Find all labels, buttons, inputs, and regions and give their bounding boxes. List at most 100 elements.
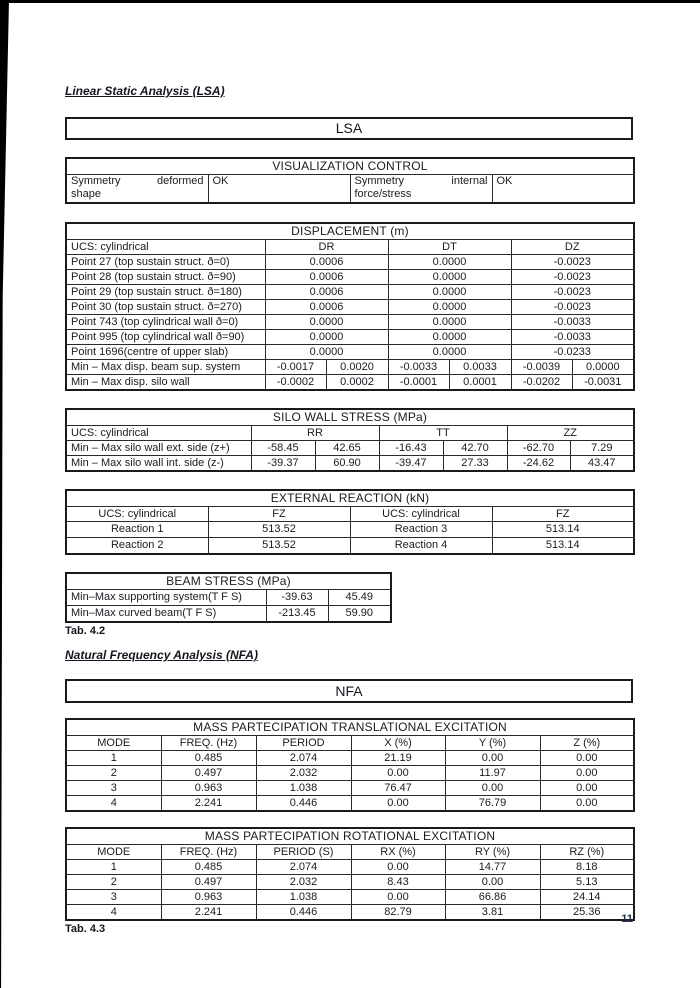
column-header: PERIOD (S) <box>255 844 352 860</box>
value-cell: 0.0000 <box>387 284 512 300</box>
value-cell: 0.0000 <box>571 359 635 375</box>
value-cell: 0.0000 <box>387 299 512 315</box>
value-cell: 2.032 <box>255 874 352 890</box>
value-cell: 0.00 <box>350 795 446 812</box>
value-cell: 513.14 <box>491 537 635 555</box>
value-cell: 0.00 <box>350 859 446 875</box>
table-row: 3 0.963 1.038 76.47 0.00 0.00 <box>65 780 635 796</box>
value-cell: -0.0023 <box>510 284 635 300</box>
value-cell: -58.45 <box>250 440 316 456</box>
value-cell: 0.00 <box>539 780 635 796</box>
value-cell: -16.43 <box>378 440 444 456</box>
vis-label-line2: shape <box>71 188 101 200</box>
mass-participation-translational-table: MASS PARTECIPATION TRANSLATIONAL EXCITAT… <box>65 718 636 812</box>
value-cell: 0.0000 <box>264 344 389 360</box>
value-cell: 0.0006 <box>264 269 389 285</box>
value-cell: 25.36 <box>539 904 635 921</box>
vis-label-line1: Symmetry deformed <box>71 175 204 188</box>
value-cell: 0.0006 <box>264 254 389 270</box>
table-row: Min – Max disp. beam sup. system -0.0017… <box>65 359 635 375</box>
table-row: Point 1696(centre of upper slab) 0.0000 … <box>65 344 635 360</box>
value-cell: 0.0000 <box>264 329 389 345</box>
value-cell: 66.86 <box>444 889 541 905</box>
row-label: Min – Max disp. beam sup. system <box>65 359 266 375</box>
value-cell: 14.77 <box>444 859 541 875</box>
lsa-banner: LSA <box>65 117 633 140</box>
value-cell: 8.18 <box>539 859 635 875</box>
value-cell: 0.00 <box>444 874 541 890</box>
value-cell: 0.963 <box>160 780 257 796</box>
row-label: Min – Max silo wall ext. side (z+) <box>65 440 252 456</box>
value-cell: 59.90 <box>327 605 392 623</box>
value-cell: 513.52 <box>207 521 351 538</box>
table-row: Reaction 1 513.52 Reaction 3 513.14 <box>65 521 635 538</box>
column-header: DT <box>387 239 512 255</box>
table-title: MASS PARTECIPATION TRANSLATIONAL EXCITAT… <box>65 718 635 736</box>
column-header: RR <box>250 425 380 441</box>
page-content: Linear Static Analysis (LSA) LSA VISUALI… <box>65 0 636 935</box>
value-cell: -0.0023 <box>510 269 635 285</box>
value-cell: 0.00 <box>539 795 635 812</box>
value-cell: 3 <box>65 889 162 905</box>
value-cell: -39.63 <box>265 589 329 606</box>
row-label: Min – Max silo wall int. side (z-) <box>65 455 252 472</box>
nfa-banner: NFA <box>65 679 633 703</box>
column-header: X (%) <box>350 735 446 751</box>
value-cell: 1 <box>65 859 162 875</box>
row-label: Point 743 (top cylindrical wall ð=0) <box>65 314 266 330</box>
value-cell: 0.0002 <box>325 374 389 391</box>
column-header: UCS: cylindrical <box>65 425 252 441</box>
vis-word: internal <box>451 175 488 187</box>
page-number: 11 <box>621 913 633 925</box>
value-cell: 0.00 <box>444 750 541 766</box>
row-label: Reaction 4 <box>349 537 493 555</box>
value-cell: 2.241 <box>160 795 257 812</box>
value-cell: 5.13 <box>539 874 635 890</box>
column-header: Y (%) <box>444 735 541 751</box>
value-cell: -0.0033 <box>510 314 635 330</box>
value-cell: 0.446 <box>255 904 352 921</box>
column-header: MODE <box>65 844 162 860</box>
value-cell: 0.0006 <box>264 284 389 300</box>
table-row: Min – Max disp. silo wall -0.0002 0.0002… <box>65 374 635 391</box>
table-row: Point 27 (top sustain struct. ð=0) 0.000… <box>65 254 635 270</box>
row-label: Point 29 (top sustain struct. ð=180) <box>65 284 266 300</box>
table-title: VISUALIZATION CONTROL <box>65 157 635 175</box>
value-cell: 0.497 <box>160 765 257 781</box>
row-label: Point 30 (top sustain struct. ð=270) <box>65 299 266 315</box>
value-cell: 0.0000 <box>387 329 512 345</box>
table-caption-4-2: Tab. 4.2 <box>65 625 106 637</box>
value-cell: 24.14 <box>539 889 635 905</box>
value-cell: -213.45 <box>265 605 329 623</box>
column-header: UCS: cylindrical <box>349 506 493 522</box>
value-cell: -39.37 <box>250 455 316 472</box>
value-cell: 76.79 <box>444 795 541 812</box>
value-cell: 3 <box>65 780 162 796</box>
value-cell: -0.0023 <box>510 254 635 270</box>
value-cell: 0.963 <box>160 889 257 905</box>
value-cell: -0.0033 <box>387 359 450 375</box>
table-row: Reaction 2 513.52 Reaction 4 513.14 <box>65 537 635 555</box>
value-cell: 21.19 <box>350 750 446 766</box>
value-cell: 1.038 <box>255 889 352 905</box>
value-cell: 0.0006 <box>264 299 389 315</box>
value-cell: 0.0000 <box>387 314 512 330</box>
value-cell: 2.074 <box>255 859 352 875</box>
vis-label-line1: Symmetry internal <box>355 175 488 188</box>
column-header: PERIOD <box>255 735 352 751</box>
value-cell: 2.074 <box>255 750 352 766</box>
value-cell: -24.62 <box>506 455 571 472</box>
scan-edge-top <box>0 0 700 3</box>
value-cell: 0.0033 <box>448 359 512 375</box>
value-cell: 42.65 <box>314 440 380 456</box>
value-cell: 513.52 <box>207 537 351 555</box>
row-label: Reaction 3 <box>349 521 493 538</box>
vis-word: deformed <box>157 175 204 187</box>
column-header: MODE <box>65 735 162 751</box>
row-label: Point 995 (top cylindrical wall ð=90) <box>65 329 266 345</box>
table-row: 4 2.241 0.446 0.00 76.79 0.00 <box>65 795 635 812</box>
value-cell: 2 <box>65 765 162 781</box>
table-row: Point 28 (top sustain struct. ð=90) 0.00… <box>65 269 635 285</box>
value-cell: 76.47 <box>350 780 446 796</box>
scan-edge-left <box>0 0 9 988</box>
